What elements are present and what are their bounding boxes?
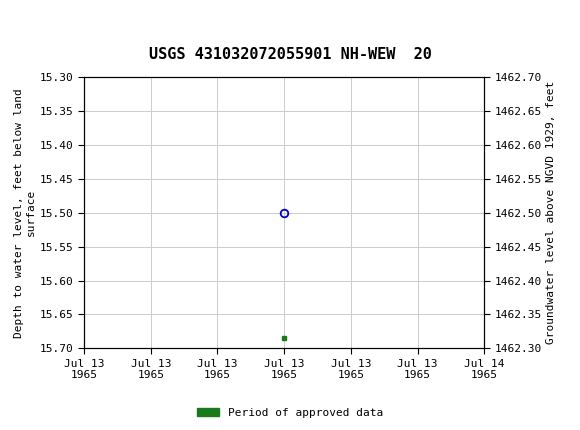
Text: USGS: USGS (38, 12, 93, 29)
Text: USGS 431032072055901 NH-WEW  20: USGS 431032072055901 NH-WEW 20 (148, 47, 432, 62)
Text: ▒: ▒ (9, 4, 26, 37)
Legend: Period of approved data: Period of approved data (193, 403, 387, 422)
Y-axis label: Groundwater level above NGVD 1929, feet: Groundwater level above NGVD 1929, feet (546, 81, 556, 344)
Y-axis label: Depth to water level, feet below land
surface: Depth to water level, feet below land su… (14, 88, 36, 338)
